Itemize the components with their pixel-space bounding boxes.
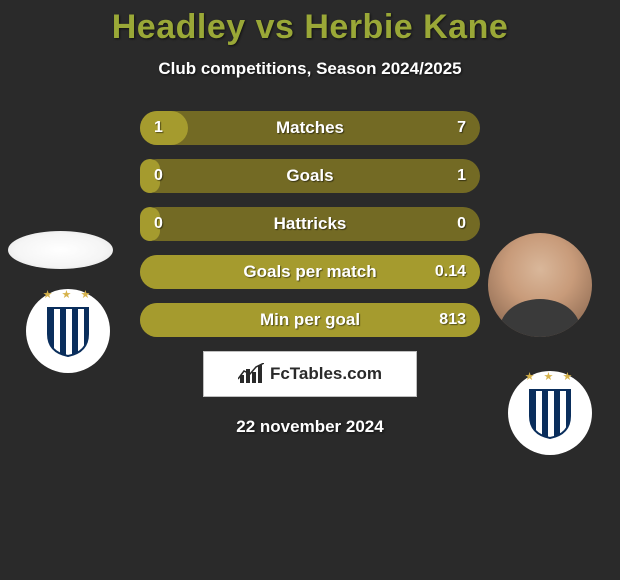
stat-left-value: 0 (154, 207, 163, 241)
page-title: Headley vs Herbie Kane (0, 0, 620, 47)
crest-stars-icon: ★ ★ ★ (38, 288, 98, 301)
player-right-avatar (488, 233, 592, 337)
stat-row: Goals0 1 (140, 159, 480, 193)
player-left-avatar-placeholder (8, 231, 113, 269)
club-crest-right: ★ ★ ★ (508, 371, 592, 455)
stat-row: Hattricks0 0 (140, 207, 480, 241)
stats-area: ★ ★ ★ ★ ★ ★ (0, 111, 620, 337)
bar-chart-icon (238, 363, 264, 385)
stat-label: Min per goal (140, 303, 480, 337)
stat-label: Hattricks (140, 207, 480, 241)
brand-card: FcTables.com (203, 351, 417, 397)
crest-stars-icon: ★ ★ ★ (520, 370, 580, 383)
stat-right-value: 0 (457, 207, 466, 241)
stat-row: Matches1 7 (140, 111, 480, 145)
stat-right-value: 813 (439, 303, 466, 337)
stat-left-value: 1 (154, 111, 163, 145)
stat-right-value: 1 (457, 159, 466, 193)
stat-label: Goals per match (140, 255, 480, 289)
stat-left-value: 0 (154, 159, 163, 193)
stat-right-value: 7 (457, 111, 466, 145)
brand-text: FcTables.com (270, 364, 382, 384)
club-crest-left: ★ ★ ★ (26, 289, 110, 373)
stat-row: Min per goal813 (140, 303, 480, 337)
stat-row: Goals per match0.14 (140, 255, 480, 289)
stat-right-value: 0.14 (435, 255, 466, 289)
page-background: Headley vs Herbie Kane Club competitions… (0, 0, 620, 580)
page-subtitle: Club competitions, Season 2024/2025 (0, 59, 620, 79)
stat-label: Goals (140, 159, 480, 193)
crest-shield-icon (526, 386, 574, 440)
crest-shield-icon (44, 304, 92, 358)
stat-label: Matches (140, 111, 480, 145)
